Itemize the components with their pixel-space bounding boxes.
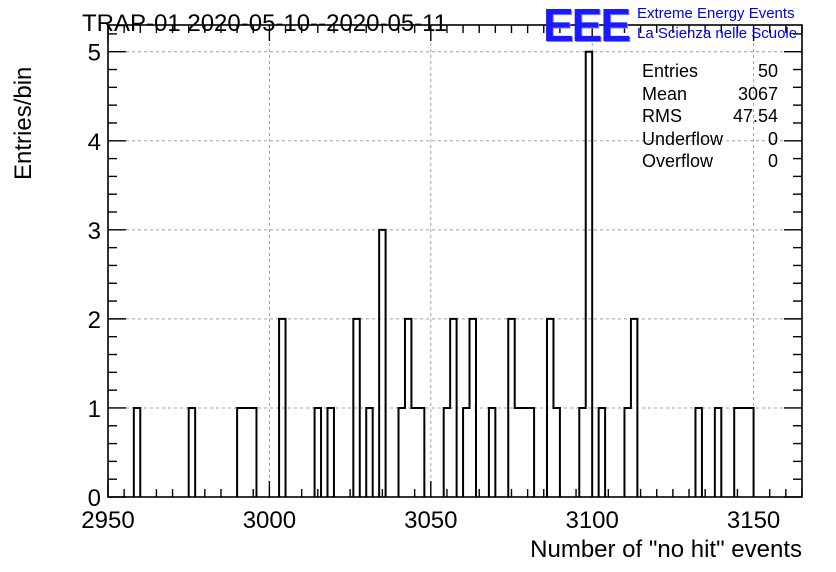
histogram-bin [741,408,747,497]
y-tick-label: 3 [88,218,101,245]
grid-layer [108,25,802,497]
x-tick-label: 3150 [727,507,780,534]
eee-logo: EEE Extreme Energy Events La Scienza nel… [543,0,833,51]
y-tick-label: 4 [88,129,101,156]
stat-mean-value: 3067 [737,83,778,104]
x-tick-label: 3100 [565,507,618,534]
x-tick-label: 3000 [243,507,296,534]
histogram-bin [244,408,250,497]
eee-logo-line1: Extreme Energy Events [637,5,795,22]
stat-mean: Mean 3067 [642,83,778,106]
stat-underflow: Underflow 0 [642,128,778,151]
x-tick-label: 3050 [404,507,457,534]
stat-overflow-label: Overflow [642,151,714,171]
stat-rms: RMS 47.54 [642,105,778,128]
stat-rms-value: 47.54 [732,106,778,126]
stats-box: Entries 50 Mean 3067 RMS 47.54 Underflow… [642,60,778,173]
y-tick-label: 0 [88,485,101,512]
tick-labels-layer: 2950 3000 3050 3100 3150 0 1 2 3 4 5 [81,40,780,534]
stat-underflow-value: 0 [767,128,778,149]
y-tick-label: 1 [88,396,101,423]
eee-logo-line2: La Scienza nelle Scuole [637,25,798,42]
plot-frame [107,24,803,498]
chart-title: TRAP-01 2020-05-10--2020-05-11 [82,10,448,37]
histogram-bin [411,408,417,497]
stat-entries-value: 50 [757,61,778,81]
stat-overflow-value: 0 [767,151,778,171]
x-tick-label: 2950 [81,507,134,534]
histogram-bin [521,408,527,497]
y-axis-label: Entries/bin [10,66,37,180]
histogram-bin [515,408,521,497]
stat-entries: Entries 50 [642,60,778,83]
stat-mean-label: Mean [642,83,688,104]
stat-overflow: Overflow 0 [642,150,778,173]
histogram-outline [132,50,755,497]
stat-underflow-label: Underflow [642,128,724,149]
y-tick-label: 2 [88,307,101,334]
stat-entries-label: Entries [642,61,699,81]
stat-rms-label: RMS [642,106,682,126]
x-axis-label: Number of "no hit" events [530,536,802,563]
ticks-layer [107,25,803,498]
eee-logo-mark: EEE [543,0,631,51]
eee-logo-text: Extreme Energy Events La Scienza nelle S… [637,4,797,44]
y-tick-label: 5 [88,40,101,67]
